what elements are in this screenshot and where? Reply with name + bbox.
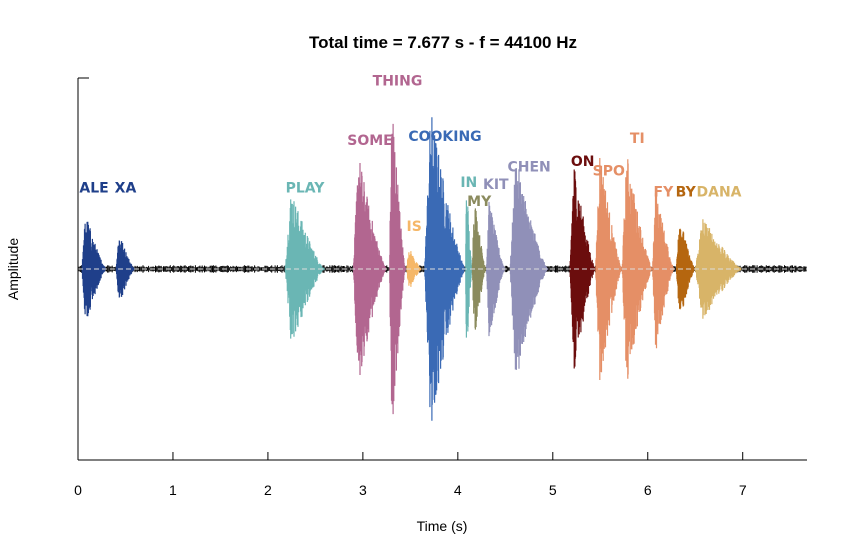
word-label-in: IN — [460, 175, 477, 191]
y-axis-label: Amplitude — [5, 238, 21, 300]
x-tick-label: 5 — [549, 482, 557, 498]
chart-title: Total time = 7.677 s - f = 44100 Hz — [309, 33, 577, 52]
word-label-by: BY — [676, 184, 697, 200]
word-label-on: ON — [571, 154, 595, 170]
word-label-chen: CHEN — [507, 160, 550, 176]
word-label-thing: THING — [373, 74, 423, 90]
x-tick-label: 0 — [74, 482, 82, 498]
x-ticks: 0 1 2 3 4 5 6 7 — [74, 452, 747, 498]
word-label-ale: ALE — [79, 181, 108, 197]
x-tick-label: 3 — [359, 482, 367, 498]
x-tick-label: 4 — [454, 482, 462, 498]
word-label-ti: TI — [630, 131, 645, 147]
x-tick-label: 1 — [169, 482, 177, 498]
word-label-kit: KIT — [483, 177, 509, 193]
word-label-xa: XA — [115, 181, 137, 197]
word-label-my: MY — [467, 194, 492, 210]
word-label-play: PLAY — [286, 181, 326, 197]
word-label-cooking: COOKING — [408, 129, 481, 145]
word-label-some: SOME — [347, 133, 392, 149]
x-tick-label: 6 — [644, 482, 652, 498]
x-axis-label: Time (s) — [417, 518, 468, 534]
word-label-dana: DANA — [696, 184, 741, 200]
word-label-spo: SPO — [593, 163, 625, 179]
word-label-is: IS — [407, 219, 422, 235]
x-tick-label: 7 — [739, 482, 747, 498]
x-tick-label: 2 — [264, 482, 272, 498]
word-label-fy: FY — [654, 184, 675, 200]
